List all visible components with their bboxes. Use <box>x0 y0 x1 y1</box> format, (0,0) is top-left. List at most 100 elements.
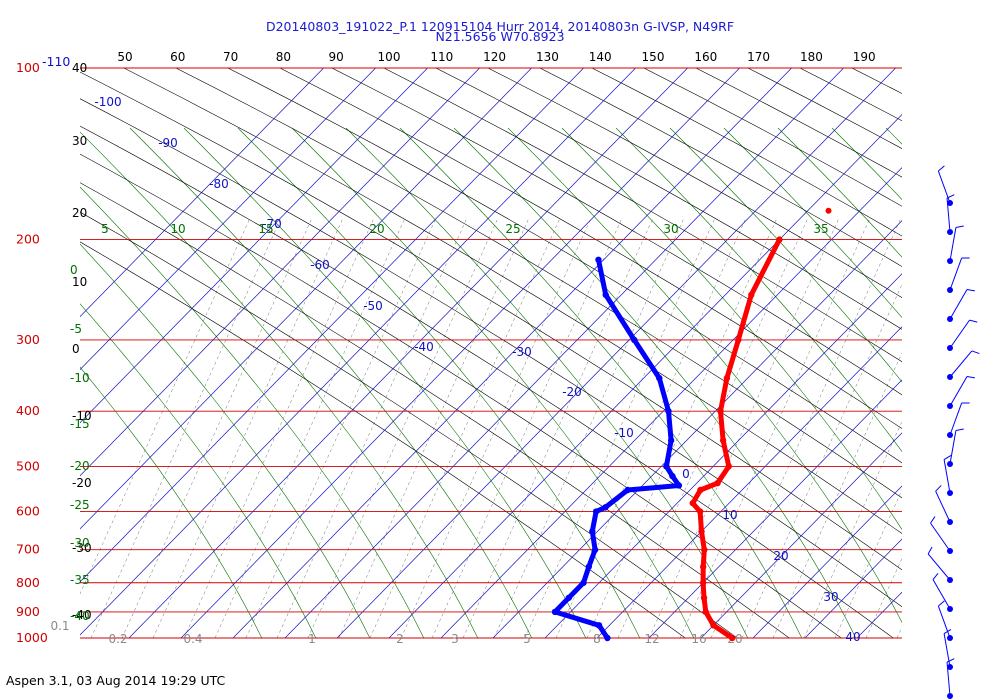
isotherm-line <box>440 167 902 638</box>
dewpoint-profile-point <box>602 504 609 511</box>
moist-adiabat-line <box>453 127 857 638</box>
left-temp-label: 20 <box>72 206 87 220</box>
mixing-ratio-line <box>90 217 282 638</box>
wind-barb <box>947 257 970 293</box>
temperature-profile-point <box>735 336 742 344</box>
left-moist-label: -25 <box>70 498 90 512</box>
dry-adiabat-line <box>80 241 686 638</box>
mixing-ratio-line <box>214 217 406 638</box>
moist-adiabat-line <box>291 127 695 638</box>
theta-label: 80 <box>276 50 291 64</box>
wind-barb-staff <box>949 402 963 436</box>
wind-barb-flag <box>932 573 939 580</box>
isotherm-label: -10 <box>614 426 634 440</box>
dewpoint-profile-point <box>675 482 683 489</box>
wind-barb <box>947 428 964 467</box>
mixing-ratio-line <box>617 217 809 638</box>
mixing-ratio-line <box>803 420 902 638</box>
moist-adiabat-line <box>80 303 317 638</box>
wind-barb-staff <box>949 319 970 349</box>
wind-barb-flag <box>966 289 975 292</box>
pressure-label: 900 <box>16 604 40 619</box>
isotherm-line <box>232 68 792 638</box>
theta-label: 100 <box>378 50 401 64</box>
mixing-ratio-label: 0.1 <box>50 619 69 633</box>
temperature-profile-point <box>696 508 704 515</box>
mixing-ratio-line <box>959 218 1000 638</box>
temperature-profile-point <box>725 463 732 470</box>
dry-adiabat-line <box>80 98 902 608</box>
isotherm-line <box>752 485 902 638</box>
isotherm-line <box>804 538 902 638</box>
dewpoint-profile-point <box>667 437 675 444</box>
dry-adiabat-line <box>175 68 902 499</box>
mixing-ratio-line <box>152 217 344 638</box>
left-temp-label: 40 <box>72 61 87 75</box>
mixing-ratio-line <box>772 352 902 638</box>
wind-barb-flag <box>938 165 945 172</box>
pressure-label: 1000 <box>16 630 48 645</box>
wind-barb-flag <box>969 319 978 323</box>
wind-barb-flag <box>966 376 975 379</box>
left-moist-label: -15 <box>70 417 90 431</box>
isotherm-line <box>284 68 844 638</box>
dewpoint-profile <box>551 256 683 642</box>
dewpoint-profile-point <box>604 634 611 642</box>
mixing-ratio-line <box>369 217 561 638</box>
theta-label: 160 <box>694 50 717 64</box>
mixing-ratio-label: 8 <box>593 632 601 646</box>
wind-barb <box>947 289 975 322</box>
dry-adiabat-line <box>331 68 902 396</box>
temperature-profile-point <box>697 486 704 494</box>
pressure-label: 600 <box>16 504 40 519</box>
pressure-label: 700 <box>16 542 40 557</box>
left-temp-label: 0 <box>72 342 80 356</box>
isotherm-label: -80 <box>209 177 229 191</box>
left-moist-label: -40 <box>70 609 90 623</box>
wind-barb-staff <box>935 490 951 523</box>
mixing-ratio-line <box>338 217 530 638</box>
dewpoint-profile-point <box>551 608 559 616</box>
moist-adiabat-line <box>615 127 902 453</box>
isotherm-line <box>80 68 480 477</box>
moist-adiabat-line <box>885 127 902 145</box>
wind-barb-flag <box>943 454 952 460</box>
theta-label: 170 <box>747 50 770 64</box>
isobars <box>80 67 902 639</box>
moist-adiabat-line <box>80 186 425 638</box>
dewpoint-profile-point <box>624 486 631 494</box>
dewpoint-profile-point <box>631 336 638 344</box>
wind-barb <box>930 516 953 554</box>
moist-adiabat-line <box>669 127 902 383</box>
left-temp-label: -20 <box>72 476 92 490</box>
wind-barb <box>927 546 953 583</box>
isotherm-line <box>388 114 902 638</box>
dry-adiabat-line <box>884 58 1000 700</box>
isotherm-label: -20 <box>562 385 582 399</box>
isotherms <box>80 68 1000 638</box>
dewpoint-profile-point <box>669 472 676 480</box>
isotherm-line <box>909 68 1000 638</box>
mixing-ratio-label: 3 <box>451 632 459 646</box>
isotherm-line <box>80 68 376 371</box>
dewpoint-profile-point <box>580 579 587 586</box>
isotherm-line <box>336 68 896 638</box>
wind-barb-staff <box>943 459 951 494</box>
theta-label: 150 <box>642 50 665 64</box>
left-moist-label: -10 <box>70 371 90 385</box>
wind-barb <box>946 658 955 699</box>
dry-adiabat-line <box>747 68 902 149</box>
moist-adiabat-label: 5 <box>101 222 109 236</box>
temperature-profile-point <box>719 437 727 444</box>
dewpoint-profile-point <box>665 407 672 415</box>
mixing-ratio-label: 1 <box>308 632 316 646</box>
dry-adiabat-line <box>591 68 902 237</box>
mixing-ratio-line <box>245 217 437 638</box>
moist-adiabat-line <box>561 127 902 531</box>
moist-adiabat-label: 20 <box>369 222 384 236</box>
pressure-label: 100 <box>16 60 40 75</box>
mixing-ratio-line <box>431 217 623 638</box>
isotherm-line <box>128 68 688 638</box>
wind-barb-flag <box>943 628 952 634</box>
temperature-profile-point <box>776 236 783 243</box>
